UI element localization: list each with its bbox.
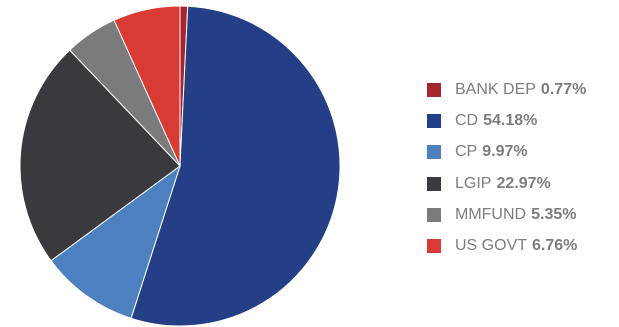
- pie-slice-cd: [130, 5, 341, 327]
- legend-value-mmfund: 5.35%: [531, 205, 577, 223]
- legend-label-us-govt: US GOVT: [455, 237, 528, 255]
- legend: BANK DEP 0.77% CD 54.18% CP 9.97% LGIP 22.97% MM…: [427, 74, 586, 262]
- legend-label-bank-dep: BANK DEP: [455, 80, 536, 98]
- legend-label-mmfund: MMFUND: [455, 205, 527, 223]
- legend-label-lgip: LGIP: [455, 174, 492, 192]
- legend-item-us-govt: US GOVT 6.76%: [427, 230, 586, 261]
- pie-slice-us-govt: [113, 5, 181, 167]
- legend-value-us-govt: 6.76%: [532, 237, 578, 255]
- legend-swatch-cd: [427, 113, 441, 128]
- legend-value-cp: 9.97%: [482, 143, 528, 161]
- legend-swatch-cp: [427, 145, 441, 160]
- legend-label-cp: CP: [455, 143, 478, 161]
- legend-swatch-lgip: [427, 176, 441, 191]
- legend-swatch-mmfund: [427, 207, 441, 222]
- legend-item-mmfund: MMFUND 5.35%: [427, 199, 586, 230]
- legend-value-bank-dep: 0.77%: [540, 80, 587, 98]
- legend-value-lgip: 22.97%: [496, 174, 551, 192]
- pie-slice-cp: [50, 164, 181, 319]
- legend-item-lgip: LGIP 22.97%: [427, 168, 586, 199]
- legend-swatch-us-govt: [427, 239, 441, 254]
- pie-slice-lgip: [19, 49, 181, 262]
- legend-item-cp: CP 9.97%: [427, 137, 586, 168]
- legend-item-cd: CD 54.18%: [427, 105, 586, 136]
- legend-swatch-bank-dep: [427, 82, 441, 97]
- legend-label-cd: CD: [455, 111, 479, 129]
- legend-value-cd: 54.18%: [483, 111, 538, 129]
- legend-item-bank-dep: BANK DEP 0.77%: [427, 74, 586, 105]
